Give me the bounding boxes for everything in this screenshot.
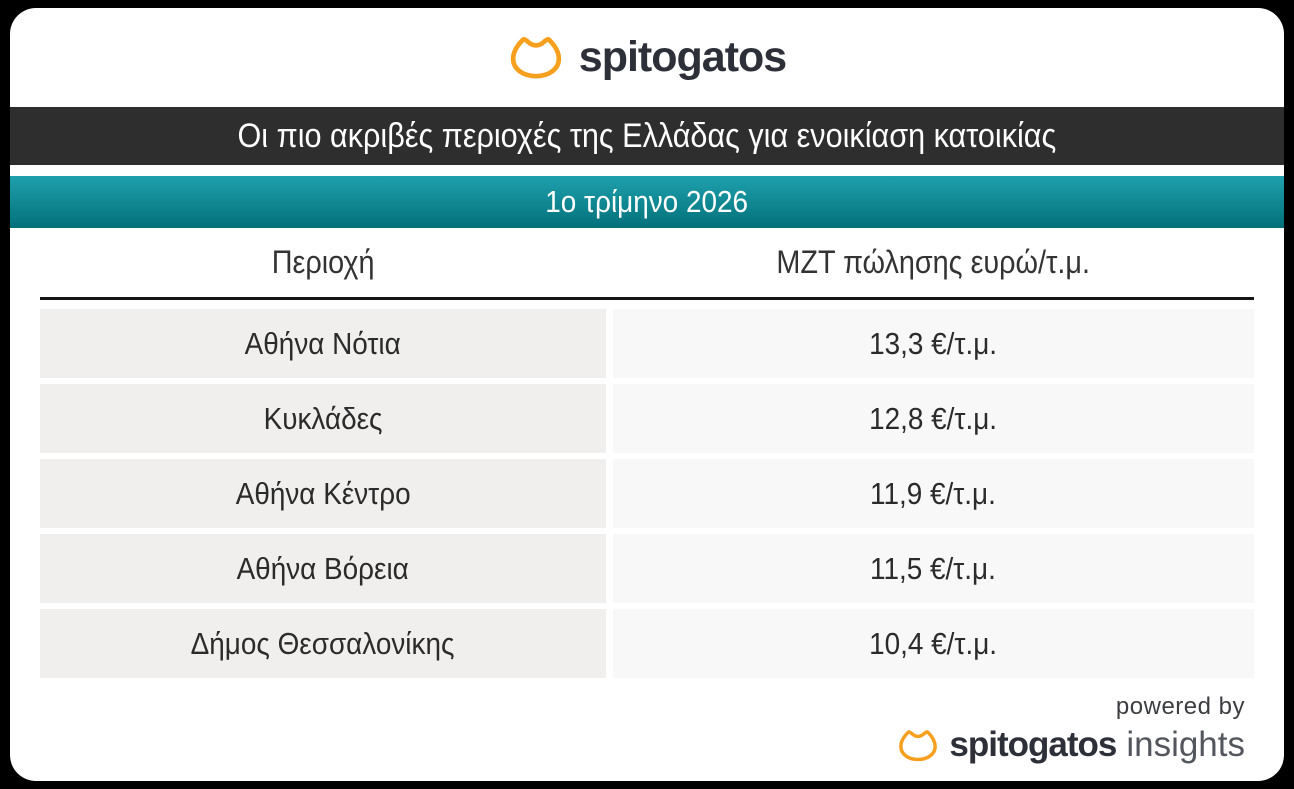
page-title: Οι πιο ακριβές περιοχές της Ελλάδας για …: [237, 116, 1057, 155]
area-cell: Δήμος Θεσσαλονίκης: [40, 609, 606, 678]
powered-by-label: powered by: [1115, 693, 1245, 720]
insights-logo: spitogatos insights: [897, 725, 1245, 765]
period-banner: 1ο τρίμηνο 2026: [10, 176, 1284, 228]
footer: powered by spitogatos insights: [897, 693, 1245, 765]
table-header-row: Περιοχή ΜΖΤ πώλησης ευρώ/τ.μ.: [40, 228, 1254, 300]
price-value: 11,9 €/τ.μ.: [870, 475, 997, 511]
title-banner: Οι πιο ακριβές περιοχές της Ελλάδας για …: [10, 107, 1284, 165]
logo-wordmark: spitogatos: [578, 33, 787, 81]
table-body: Αθήνα Νότια 13,3 €/τ.μ. Κυκλάδες 12,8 €/…: [40, 309, 1254, 678]
period-label: 1ο τρίμηνο 2026: [545, 184, 749, 219]
price-cell: 13,3 €/τ.μ.: [612, 309, 1254, 378]
price-cell: 11,5 €/τ.μ.: [612, 534, 1254, 603]
area-cell: Αθήνα Κέντρο: [40, 459, 606, 528]
price-value: 13,3 €/τ.μ.: [869, 325, 998, 361]
price-table: Περιοχή ΜΖΤ πώλησης ευρώ/τ.μ. Αθήνα Νότι…: [40, 228, 1254, 678]
logo-header: spitogatos: [10, 8, 1284, 107]
table-row: Αθήνα Κέντρο 11,9 €/τ.μ.: [40, 459, 1254, 528]
table-row: Δήμος Θεσσαλονίκης 10,4 €/τ.μ.: [40, 609, 1254, 678]
table-row: Αθήνα Νότια 13,3 €/τ.μ.: [40, 309, 1254, 378]
spitogatos-cat-icon: [508, 34, 564, 81]
area-label: Κυκλάδες: [263, 400, 383, 436]
column-header-price-label: ΜΖΤ πώλησης ευρώ/τ.μ.: [776, 244, 1091, 280]
price-value: 12,8 €/τ.μ.: [869, 400, 998, 436]
spitogatos-cat-icon: [897, 728, 939, 763]
area-cell: Αθήνα Βόρεια: [40, 534, 606, 603]
price-cell: 10,4 €/τ.μ.: [612, 609, 1254, 678]
area-label: Αθήνα Νότια: [244, 325, 401, 361]
price-cell: 11,9 €/τ.μ.: [612, 459, 1254, 528]
price-cell: 12,8 €/τ.μ.: [612, 384, 1254, 453]
area-cell: Αθήνα Νότια: [40, 309, 606, 378]
column-header-area: Περιοχή: [40, 244, 606, 281]
area-cell: Κυκλάδες: [40, 384, 606, 453]
infographic-card: spitogatos Οι πιο ακριβές περιοχές της Ε…: [10, 8, 1284, 781]
area-label: Αθήνα Βόρεια: [236, 550, 409, 586]
price-value: 10,4 €/τ.μ.: [869, 625, 998, 661]
table-row: Αθήνα Βόρεια 11,5 €/τ.μ.: [40, 534, 1254, 603]
area-label: Δήμος Θεσσαλονίκης: [190, 625, 455, 661]
column-header-price: ΜΖΤ πώλησης ευρώ/τ.μ.: [613, 244, 1254, 281]
table-row: Κυκλάδες 12,8 €/τ.μ.: [40, 384, 1254, 453]
footer-brand-suffix: insights: [1126, 725, 1245, 764]
area-label: Αθήνα Κέντρο: [235, 475, 411, 511]
column-header-area-label: Περιοχή: [271, 244, 375, 280]
price-value: 11,5 €/τ.μ.: [870, 550, 997, 586]
footer-brand-wordmark: spitogatos: [949, 725, 1117, 764]
banner-gap: [10, 165, 1284, 176]
